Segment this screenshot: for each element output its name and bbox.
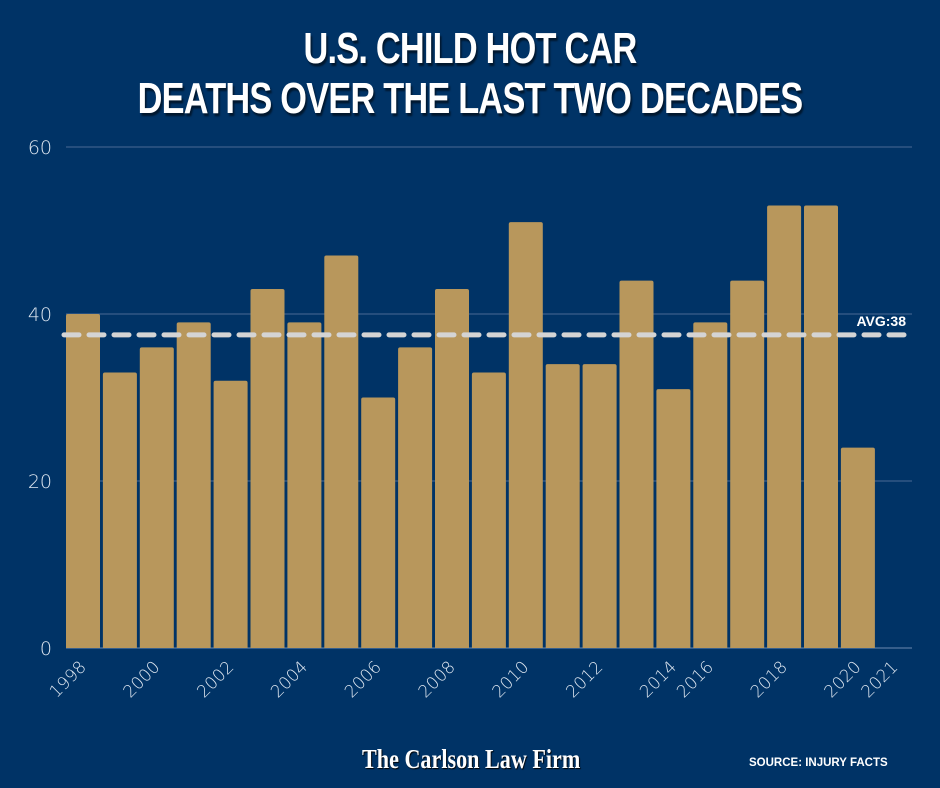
- y-tick-label: 60: [28, 137, 52, 159]
- x-tick-label: 2014: [636, 657, 681, 702]
- x-tick-label: 2006: [341, 657, 386, 702]
- bar-1998: [66, 314, 100, 648]
- bar-2004: [287, 322, 322, 648]
- x-tick-label: 2000: [120, 657, 165, 702]
- source-label: SOURCE: INJURY FACTS: [749, 757, 888, 769]
- y-tick-label: 0: [40, 638, 52, 660]
- bar-1999: [102, 372, 137, 648]
- bar-2009: [471, 372, 506, 648]
- x-tick-label: 2020: [821, 657, 866, 702]
- y-tick-label: 20: [28, 471, 52, 493]
- x-tick-label: 2021: [858, 657, 903, 702]
- bar-2005: [324, 255, 359, 649]
- x-tick-label: 2016: [673, 657, 718, 702]
- chart-title: U.S. CHILD HOT CAR DEATHS OVER THE LAST …: [103, 24, 836, 124]
- bar-2006: [361, 397, 396, 648]
- bar-2000: [139, 347, 174, 648]
- x-tick-label: 1998: [46, 657, 91, 702]
- bar-2017: [730, 280, 765, 648]
- title-line-1: U.S. CHILD HOT CAR: [303, 24, 638, 73]
- x-tick-label: 2008: [415, 657, 460, 702]
- x-tick-label: 2010: [489, 657, 534, 702]
- brand-logo: The Carlson Law Firm: [362, 744, 581, 774]
- bar-2014: [656, 389, 691, 648]
- bar-2018: [767, 205, 802, 648]
- average-label: AVG:38: [856, 313, 906, 329]
- bar-2007: [398, 347, 433, 648]
- y-tick-label: 40: [28, 304, 52, 326]
- x-tick-label: 2018: [747, 657, 792, 702]
- bar-2008: [435, 288, 469, 648]
- x-tick-label: 2004: [267, 657, 312, 702]
- bar-2019: [804, 205, 838, 648]
- bar-2013: [619, 280, 654, 648]
- title-line-2: DEATHS OVER THE LAST TWO DECADES: [137, 74, 803, 123]
- bar-2010: [508, 222, 543, 648]
- bar-chart: 0 20 40 60 1998 2000 2002 2004 2006 2008 2010 2012 2…: [28, 137, 912, 702]
- bar-2011: [545, 364, 580, 648]
- bar-2002: [213, 380, 248, 648]
- bar-2012: [582, 364, 617, 648]
- x-tick-label: 2002: [193, 657, 238, 702]
- bar-2016: [693, 322, 728, 648]
- x-tick-label: 2012: [562, 657, 607, 702]
- bar-2001: [176, 322, 211, 648]
- bar-2003: [250, 288, 285, 648]
- bar-2020: [840, 447, 875, 648]
